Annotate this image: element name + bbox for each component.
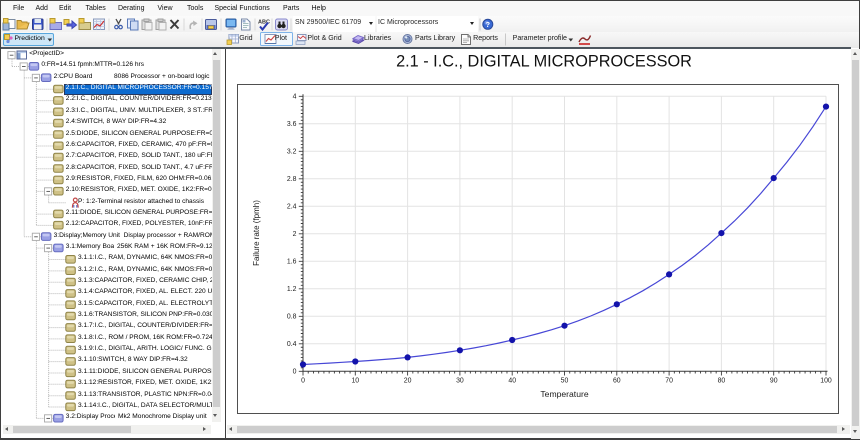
- svg-text:2: 2: [293, 231, 297, 238]
- svg-text:3.6: 3.6: [287, 121, 297, 128]
- svg-text:2.8: 2.8: [287, 176, 297, 183]
- svg-text:0.8: 0.8: [287, 314, 297, 321]
- svg-text:2.4: 2.4: [287, 204, 297, 211]
- svg-text:20: 20: [404, 378, 412, 385]
- svg-text:40: 40: [508, 378, 516, 385]
- svg-text:80: 80: [718, 378, 726, 385]
- svg-text:0: 0: [293, 369, 297, 376]
- svg-text:Temperature: Temperature: [540, 389, 588, 399]
- svg-text:0: 0: [301, 378, 305, 385]
- svg-text:50: 50: [561, 378, 569, 385]
- svg-text:90: 90: [770, 378, 778, 385]
- svg-text:4: 4: [293, 94, 297, 101]
- svg-text:1.6: 1.6: [287, 259, 297, 266]
- svg-text:70: 70: [665, 378, 673, 385]
- svg-text:Failure rate (fpmh): Failure rate (fpmh): [252, 200, 261, 266]
- svg-text:60: 60: [613, 378, 621, 385]
- svg-text:1.2: 1.2: [287, 286, 297, 293]
- svg-text:3.2: 3.2: [287, 149, 297, 156]
- svg-text:100: 100: [820, 378, 832, 385]
- svg-text:10: 10: [351, 378, 359, 385]
- svg-text:2.1 - I.C., DIGITAL MICROPROCE: 2.1 - I.C., DIGITAL MICROPROCESSOR: [396, 52, 692, 70]
- svg-text:0.4: 0.4: [287, 341, 297, 348]
- svg-text:30: 30: [456, 378, 464, 385]
